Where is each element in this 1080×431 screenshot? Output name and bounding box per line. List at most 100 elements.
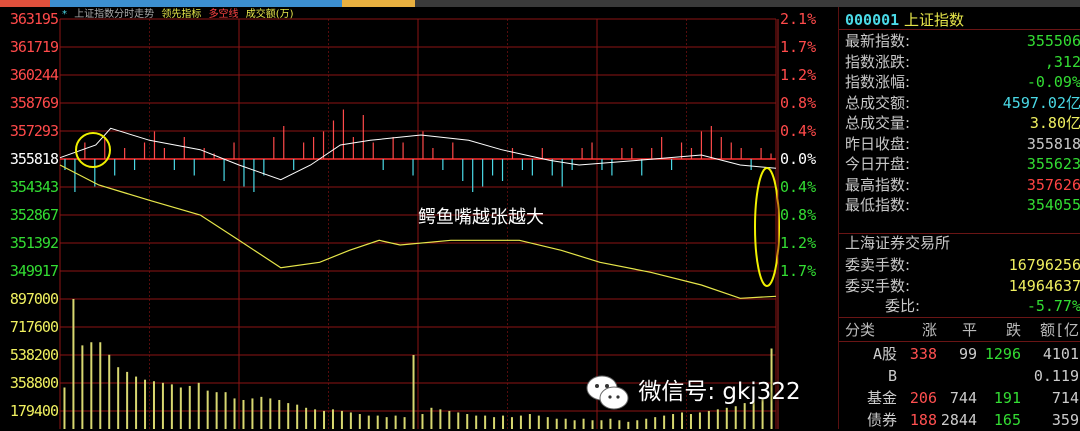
quote-value: -0.09% (1026, 73, 1080, 91)
quote-value: 357626 (1026, 175, 1080, 194)
table-row[interactable]: B 0.119 (839, 365, 1080, 387)
watermark-text: 微信号: gkj322 (638, 379, 801, 405)
divider (839, 233, 1080, 234)
quote-value: 16796256 (1008, 256, 1080, 274)
star-icon: * (62, 9, 67, 20)
table-cell-down: 191 (993, 389, 1021, 407)
tab-3[interactable] (342, 0, 415, 7)
watermark: 微信号: gkj322 (585, 372, 801, 413)
price-axis-label: 357293 (9, 122, 59, 140)
quote-row: 委比: -5.77% (845, 296, 1080, 316)
quote-label: 今日开盘: (845, 155, 911, 173)
table-cell-down: 165 (993, 411, 1021, 429)
quote-value: 355506 (1026, 32, 1080, 50)
quote-value: 354055 (1026, 196, 1080, 214)
table-cell-cat: 债券 (866, 411, 897, 429)
price-axis-label: 363195 (9, 10, 59, 28)
quote-value: -5.77% (1026, 297, 1080, 315)
quote-label: 指数涨跌: (845, 52, 911, 71)
top-tab-bar (0, 0, 1080, 7)
quote-row: 指数涨跌: ,312 (845, 52, 1080, 72)
table-row[interactable]: 基金 206 744 191 714 (839, 387, 1080, 409)
table-cell-amt: 359 (1051, 411, 1079, 429)
percent-axis-label: 0.8% (780, 94, 817, 112)
quote-row: 指数涨幅: -0.09% (845, 72, 1080, 92)
table-header-cell[interactable]: 平 (961, 321, 977, 339)
indicator-longshort[interactable]: 多空线 (208, 9, 239, 20)
table-header-cell[interactable]: 分类 (845, 321, 876, 339)
quote-row: 总成交额: 4597.02亿 (845, 93, 1080, 113)
quote-value: ,312 (1044, 52, 1080, 71)
price-axis-label: 354343 (9, 178, 59, 196)
table-cell-cat: A股 (872, 345, 897, 363)
price-axis-label: 349917 (9, 262, 59, 280)
table-cell-flat: 99 (958, 345, 977, 363)
chart-name: 上证指数分时走势 (74, 9, 155, 20)
percent-axis-label: 0.0% (780, 150, 817, 168)
quote-label: 总成交额: (845, 93, 911, 112)
price-axis-label: 355818 (9, 150, 59, 168)
panel-header: 000001 上证指数 (845, 10, 1080, 30)
percent-axis-label: 1.7% (780, 262, 817, 280)
volume-axis-label: 358800 (9, 374, 59, 392)
table-cell-up: 338 (909, 345, 937, 363)
volume-axis-label: 897000 (9, 290, 59, 308)
quote-value: 3.80亿 (1029, 114, 1080, 132)
price-line (59, 127, 777, 181)
table-row[interactable]: 债券 188 2844 165 359 (839, 409, 1080, 431)
price-axis-label: 361719 (9, 38, 59, 56)
table-header-cell[interactable]: 涨 (921, 321, 937, 339)
indicator-volume[interactable]: 成交额(万) (245, 9, 294, 20)
quote-value: 4597.02亿 (1002, 93, 1080, 112)
table-row[interactable]: A股 338 99 1296 4101 (839, 343, 1080, 365)
tab-2[interactable] (50, 0, 342, 7)
index-name: 上证指数 (903, 11, 964, 29)
table-cell-amt: 714 (1051, 389, 1079, 407)
volume-axis-label: 179400 (9, 402, 59, 420)
table-header-cell[interactable]: 跌 (1005, 321, 1021, 339)
table-cell-up: 206 (909, 389, 937, 407)
table-header: 分类 涨 平 跌额[亿 (839, 319, 1080, 341)
quote-row: 最新指数: 355506 (845, 31, 1080, 51)
divider (839, 29, 1080, 30)
tab-1[interactable] (0, 0, 50, 7)
quote-row: 昨日收盘: 355818 (845, 134, 1080, 154)
percent-axis-label: 1.7% (780, 38, 817, 56)
volume-axis-label: 538200 (9, 346, 59, 364)
annotation-circle (75, 132, 111, 168)
quote-value: 355623 (1026, 155, 1080, 173)
quote-value: 14964637 (1008, 276, 1080, 295)
table-cell-flat: 2844 (940, 411, 977, 429)
exchange-name: 上海证券交易所 (845, 234, 951, 252)
index-code: 000001 (845, 11, 900, 29)
price-axis-label: 351392 (9, 234, 59, 252)
quote-label: 总成交量: (845, 114, 911, 132)
annotation-text: 鳄鱼嘴越张越大 (418, 207, 544, 228)
quote-label: 最高指数: (845, 175, 911, 194)
quote-value: 355818 (1026, 134, 1080, 153)
percent-axis-label: 1.2% (780, 66, 817, 84)
percent-axis-label: 0.4% (780, 178, 817, 196)
quote-row: 委卖手数: 16796256 (845, 255, 1080, 275)
quote-label: 最低指数: (845, 196, 911, 214)
table-cell-amt: 0.119 (1033, 367, 1079, 385)
quote-row: 总成交量: 3.80亿 (845, 113, 1080, 133)
divider (839, 341, 1080, 342)
table-cell-amt: 4101 (1042, 345, 1079, 363)
quote-row: 最高指数: 357626 (845, 175, 1080, 195)
percent-axis-label: 0.8% (780, 206, 817, 224)
table-header-cell[interactable]: 额[亿 (1039, 321, 1079, 339)
quote-label: 指数涨幅: (845, 73, 911, 91)
quote-row: 委买手数: 14964637 (845, 276, 1080, 296)
quote-label: 委买手数: (845, 276, 911, 295)
price-axis-label: 360244 (9, 66, 59, 84)
table-cell-down: 1296 (984, 345, 1021, 363)
chart-title: * 上证指数分时走势 领先指标 多空线 成交额(万) (62, 5, 298, 20)
table-cell-cat: 基金 (866, 389, 897, 407)
indicator-lead[interactable]: 领先指标 (161, 9, 202, 20)
table-cell-cat: B (887, 367, 897, 385)
price-axis-label: 358769 (9, 94, 59, 112)
quote-row: 今日开盘: 355623 (845, 154, 1080, 174)
volume-axis-label: 717600 (9, 318, 59, 336)
exchange-label: 上海证券交易所 (845, 233, 1080, 253)
